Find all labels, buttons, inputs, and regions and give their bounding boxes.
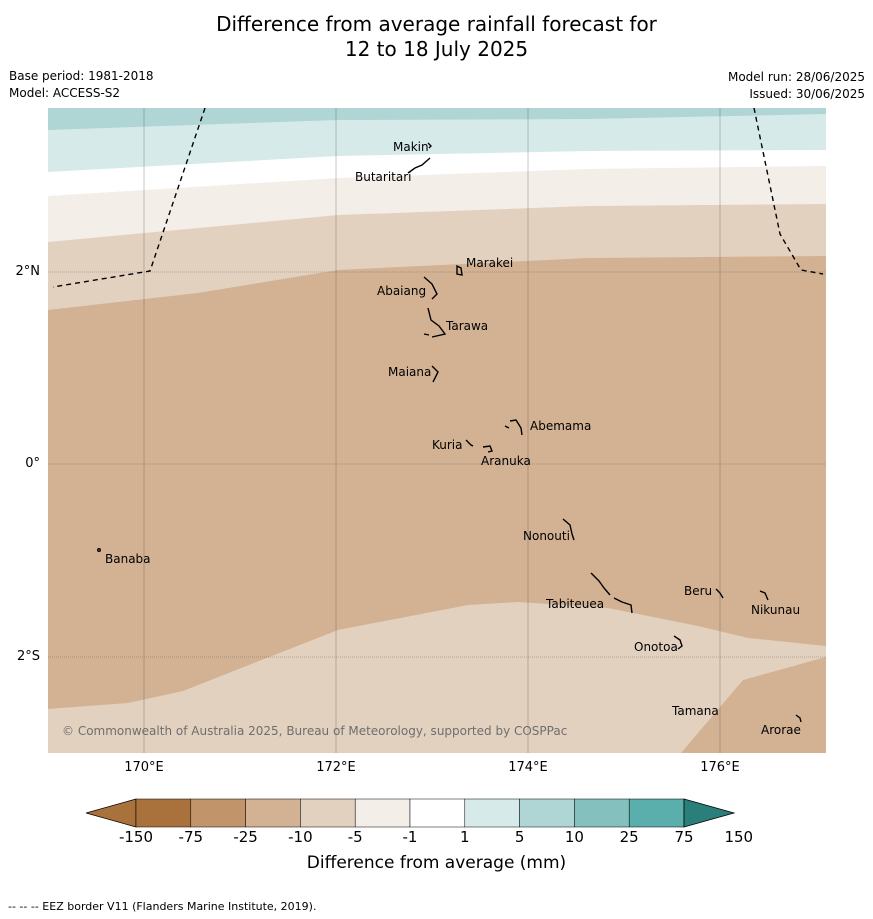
title-line-1: Difference from average rainfall forecas… bbox=[216, 12, 657, 36]
tabiteuea-island bbox=[590, 572, 633, 614]
colorbar-cell bbox=[409, 798, 466, 828]
graticule bbox=[143, 108, 721, 753]
label-marakei: Marakei bbox=[466, 256, 513, 270]
islands bbox=[97, 142, 802, 723]
colorbar-label: 5 bbox=[514, 828, 525, 846]
x-tick-176e: 176°E bbox=[700, 760, 740, 775]
nonouti-island bbox=[562, 518, 575, 541]
maiana-island bbox=[431, 365, 439, 383]
region-1-to-5 bbox=[48, 108, 826, 172]
model-name: Model: ACCESS-S2 bbox=[9, 86, 121, 100]
colorbar-label: -10 bbox=[288, 828, 313, 846]
colorbar-cell bbox=[628, 798, 685, 828]
tarawa-island bbox=[423, 307, 447, 338]
label-aranuka: Aranuka bbox=[481, 454, 531, 468]
beru-island bbox=[715, 588, 724, 599]
aranuka-island bbox=[482, 445, 493, 453]
base-period: Base period: 1981-2018 bbox=[9, 69, 154, 83]
label-nonouti: Nonouti bbox=[523, 529, 570, 543]
colorbar-label: 75 bbox=[674, 828, 694, 846]
y-tick-0: 0° bbox=[25, 456, 40, 471]
colorbar-label: -150 bbox=[118, 828, 154, 846]
copyright-notice: © Commonwealth of Australia 2025, Bureau… bbox=[62, 724, 568, 738]
colorbar-label: 10 bbox=[564, 828, 584, 846]
label-tamana: Tamana bbox=[671, 704, 719, 718]
arorae-island bbox=[795, 714, 802, 723]
abaiang-island bbox=[423, 276, 438, 300]
rainfall-map: Makin Butaritari Marakei Abaiang Tarawa … bbox=[48, 108, 826, 753]
y-tick-2s: 2°S bbox=[16, 649, 40, 664]
label-beru: Beru bbox=[684, 584, 712, 598]
colorbar-cell bbox=[354, 798, 411, 828]
banaba-island bbox=[97, 548, 102, 553]
x-tick-170e: 170°E bbox=[124, 760, 164, 775]
label-butaritari: Butaritari bbox=[355, 170, 412, 184]
map-area: Makin Butaritari Marakei Abaiang Tarawa … bbox=[48, 108, 826, 753]
issued-date: Issued: 30/06/2025 bbox=[749, 87, 865, 101]
label-abaiang: Abaiang bbox=[377, 284, 426, 298]
model-run: Model run: 28/06/2025 bbox=[727, 70, 865, 84]
colorbar-label: 1 bbox=[460, 828, 470, 846]
y-tick-2n: 2°N bbox=[15, 264, 41, 279]
label-onotoa: Onotoa bbox=[634, 640, 678, 654]
kuria-island bbox=[465, 439, 474, 447]
colorbar-cell bbox=[245, 798, 301, 828]
label-kuria: Kuria bbox=[432, 438, 463, 452]
colorbar-high-arrow bbox=[683, 798, 736, 828]
colorbar bbox=[86, 798, 736, 828]
title-line-2: 12 to 18 July 2025 bbox=[344, 37, 529, 61]
colorbar-cell bbox=[464, 798, 520, 828]
region-minus10-to-minus5-south bbox=[48, 602, 826, 753]
x-tick-172e: 172°E bbox=[316, 760, 356, 775]
x-tick-174e: 174°E bbox=[508, 760, 548, 775]
place-labels: Makin Butaritari Marakei Abaiang Tarawa … bbox=[105, 140, 801, 737]
colorbar-cell bbox=[574, 798, 630, 828]
colorbar-cell bbox=[519, 798, 575, 828]
footer-note: -- -- -- EEZ border V11 (Flanders Marine… bbox=[8, 900, 317, 913]
colorbar-low-arrow bbox=[86, 798, 137, 828]
label-nikunau: Nikunau bbox=[751, 603, 800, 617]
label-makin: Makin bbox=[393, 140, 429, 154]
butaritari-island bbox=[407, 157, 431, 174]
label-tarawa: Tarawa bbox=[445, 319, 488, 333]
latitude-lines bbox=[48, 271, 826, 658]
label-arorae: Arorae bbox=[761, 723, 801, 737]
region-5-to-10 bbox=[48, 108, 826, 130]
map-title: Difference from average rainfall forecas… bbox=[0, 12, 873, 62]
meta-left: Base period: 1981-2018 Model: ACCESS-S2 bbox=[9, 68, 154, 102]
colorbar-label: -75 bbox=[178, 828, 204, 846]
meta-right: Model run: 28/06/2025 Issued: 30/06/2025 bbox=[728, 69, 865, 103]
marakei-island bbox=[456, 264, 463, 276]
label-tabiteuea: Tabiteuea bbox=[545, 597, 604, 611]
colorbar-cell bbox=[190, 798, 246, 828]
colorbar-label: -25 bbox=[233, 828, 258, 846]
colorbar-cell bbox=[300, 798, 356, 828]
eez-border bbox=[52, 108, 824, 288]
colorbar-label: -1 bbox=[402, 828, 418, 846]
label-abemama: Abemama bbox=[530, 419, 591, 433]
label-banaba: Banaba bbox=[105, 552, 151, 566]
onotoa-island bbox=[673, 635, 683, 650]
colorbar-cell bbox=[135, 798, 192, 828]
colorbar-label: -5 bbox=[347, 828, 363, 846]
abemama-island bbox=[504, 419, 523, 436]
label-maiana: Maiana bbox=[388, 365, 431, 379]
colorbar-label: 25 bbox=[619, 828, 639, 846]
makin-island bbox=[427, 142, 432, 149]
colorbar-title: Difference from average (mm) bbox=[306, 853, 567, 873]
colorbar-label: 150 bbox=[724, 828, 754, 846]
region-minus25-to-minus10-southeast bbox=[681, 657, 826, 753]
nikunau-island bbox=[759, 590, 769, 601]
